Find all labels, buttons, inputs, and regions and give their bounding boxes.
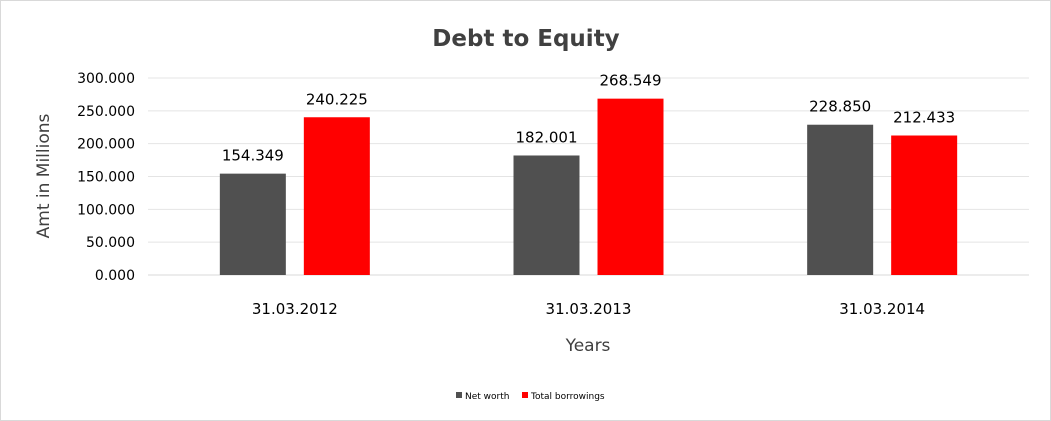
- y-tick-label: 150.000: [77, 170, 135, 186]
- data-label: 154.349: [222, 147, 284, 165]
- legend-label: Total borrowings: [530, 392, 605, 402]
- bars: [219, 98, 958, 275]
- gridlines: [148, 77, 1029, 276]
- data-label: 228.850: [809, 98, 871, 116]
- bar-total-borrowings: [891, 135, 958, 275]
- data-label: 268.549: [599, 72, 661, 90]
- y-tick-label: 0.000: [95, 268, 135, 284]
- data-labels: 154.349 240.225 182.001 268.549 228.850 212.4…: [222, 72, 955, 165]
- data-label: 182.001: [515, 128, 577, 146]
- x-category-label: 31.03.2014: [839, 300, 925, 318]
- y-tick-label: 200.000: [77, 137, 135, 153]
- data-label: 240.225: [306, 90, 368, 108]
- y-tick-label: 250.000: [77, 104, 135, 120]
- y-axis-title: Amt in Millions: [34, 113, 54, 238]
- x-axis-title: Years: [565, 336, 611, 356]
- x-axis-categories: 31.03.2012 31.03.2013 31.03.2014: [252, 300, 925, 318]
- y-axis-ticks: 0.000 50.000 100.000 150.000 200.000 250.000 3…: [77, 71, 135, 284]
- legend-swatch: [456, 392, 462, 398]
- bar-total-borrowings: [303, 117, 370, 275]
- legend-label: Net worth: [465, 392, 509, 402]
- y-tick-label: 100.000: [77, 202, 135, 218]
- data-label: 212.433: [893, 109, 955, 127]
- y-tick-label: 50.000: [86, 235, 135, 251]
- bar-net-worth: [807, 124, 874, 275]
- bar-net-worth: [219, 173, 286, 275]
- legend: Net worth Total borrowings: [456, 392, 605, 402]
- x-category-label: 31.03.2013: [546, 300, 632, 318]
- bar-net-worth: [513, 155, 580, 275]
- chart-title: Debt to Equity: [432, 26, 619, 52]
- y-tick-label: 300.000: [77, 71, 135, 87]
- legend-swatch: [522, 392, 528, 398]
- x-category-label: 31.03.2012: [252, 300, 338, 318]
- bar-total-borrowings: [597, 98, 664, 275]
